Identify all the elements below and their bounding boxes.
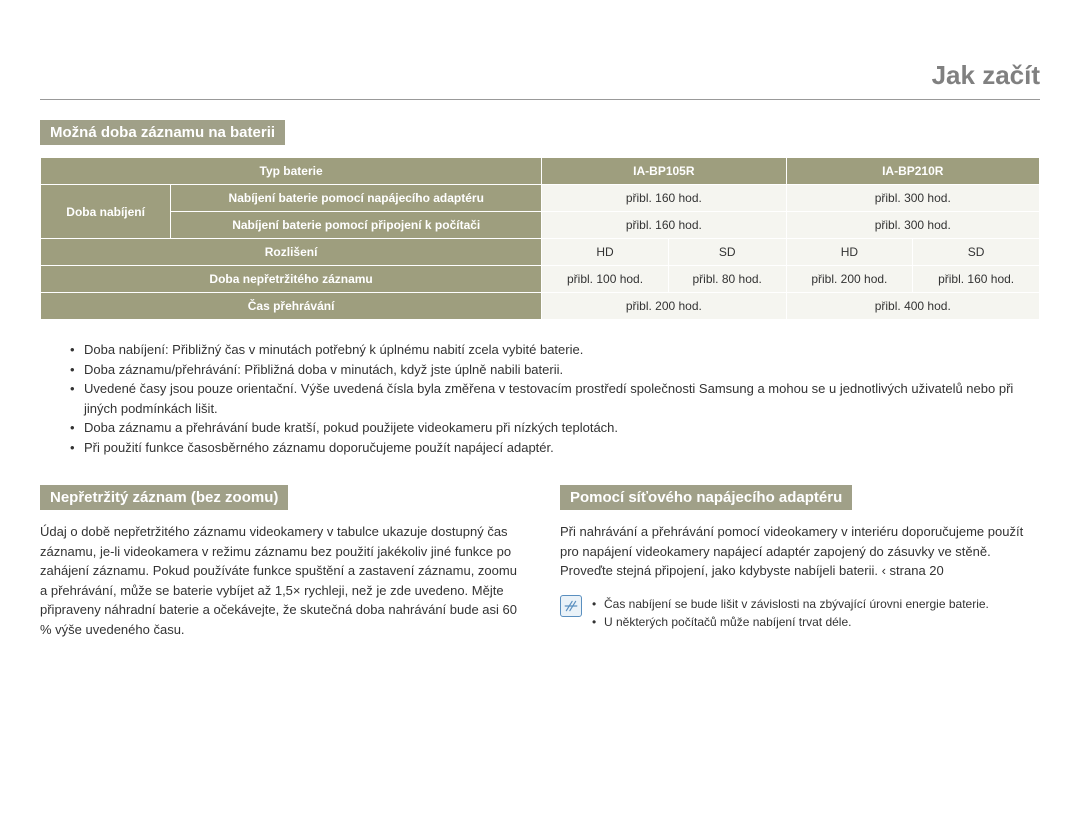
th-charge-adapter: Nabíjení baterie pomocí napájecího adapt… [171,185,542,212]
td-res-b-sd: SD [913,239,1040,266]
battery-table: Typ baterie IA-BP105R IA-BP210R Doba nab… [40,157,1040,320]
th-charge-pc: Nabíjení baterie pomocí připojení k počí… [171,212,542,239]
note-box: Čas nabíjení se bude lišit v závislosti … [560,595,1040,631]
page-title: Jak začít [40,60,1040,100]
table-row: Nabíjení baterie pomocí připojení k počí… [41,212,1040,239]
list-item: Doba záznamu a přehrávání bude kratší, p… [70,418,1040,438]
td-play-a: přibl. 200 hod. [542,293,786,320]
table-row: Rozlišení HD SD HD SD [41,239,1040,266]
list-item: Doba záznamu/přehrávání: Přibližná doba … [70,360,1040,380]
table-row: Typ baterie IA-BP105R IA-BP210R [41,158,1040,185]
note-list: Čas nabíjení se bude lišit v závislosti … [592,595,989,631]
th-playback-time: Čas přehrávání [41,293,542,320]
th-battery-type: Typ baterie [41,158,542,185]
list-item: Doba nabíjení: Přibližný čas v minutách … [70,340,1040,360]
table-row: Doba nepřetržitého záznamu přibl. 100 ho… [41,266,1040,293]
section2-heading: Nepřetržitý záznam (bez zoomu) [40,485,288,510]
section3-body: Při nahrávání a přehrávání pomocí videok… [560,522,1040,581]
th-charging-time: Doba nabíjení [41,185,171,239]
td-res-a-sd: SD [668,239,786,266]
td-adapter-a: přibl. 160 hod. [542,185,786,212]
td-pc-a: přibl. 160 hod. [542,212,786,239]
th-resolution: Rozlišení [41,239,542,266]
td-res-a-hd: HD [542,239,669,266]
main-notes-list: Doba nabíjení: Přibližný čas v minutách … [40,340,1040,457]
td-rec-a-hd: přibl. 100 hod. [542,266,669,293]
th-continuous-rec: Doba nepřetržitého záznamu [41,266,542,293]
left-column: Nepřetržitý záznam (bez zoomu) Údaj o do… [40,485,520,639]
td-pc-b: přibl. 300 hod. [786,212,1039,239]
right-column: Pomocí síťového napájecího adaptéru Při … [560,485,1040,639]
table-row: Doba nabíjení Nabíjení baterie pomocí na… [41,185,1040,212]
note-icon [560,595,582,617]
td-res-b-hd: HD [786,239,913,266]
list-item: Uvedené časy jsou pouze orientační. Výše… [70,379,1040,418]
list-item: U některých počítačů může nabíjení trvat… [592,613,989,631]
table-row: Čas přehrávání přibl. 200 hod. přibl. 40… [41,293,1040,320]
section1-heading: Možná doba záznamu na baterii [40,120,285,145]
list-item: Při použití funkce časosběrného záznamu … [70,438,1040,458]
th-col-a: IA-BP105R [542,158,786,185]
td-adapter-b: přibl. 300 hod. [786,185,1039,212]
td-play-b: přibl. 400 hod. [786,293,1039,320]
td-rec-b-hd: přibl. 200 hod. [786,266,913,293]
section3-heading: Pomocí síťového napájecího adaptéru [560,485,852,510]
th-col-b: IA-BP210R [786,158,1039,185]
two-column-layout: Nepřetržitý záznam (bez zoomu) Údaj o do… [40,485,1040,639]
section2-body: Údaj o době nepřetržitého záznamu videok… [40,522,520,639]
td-rec-a-sd: přibl. 80 hod. [668,266,786,293]
list-item: Čas nabíjení se bude lišit v závislosti … [592,595,989,613]
td-rec-b-sd: přibl. 160 hod. [913,266,1040,293]
